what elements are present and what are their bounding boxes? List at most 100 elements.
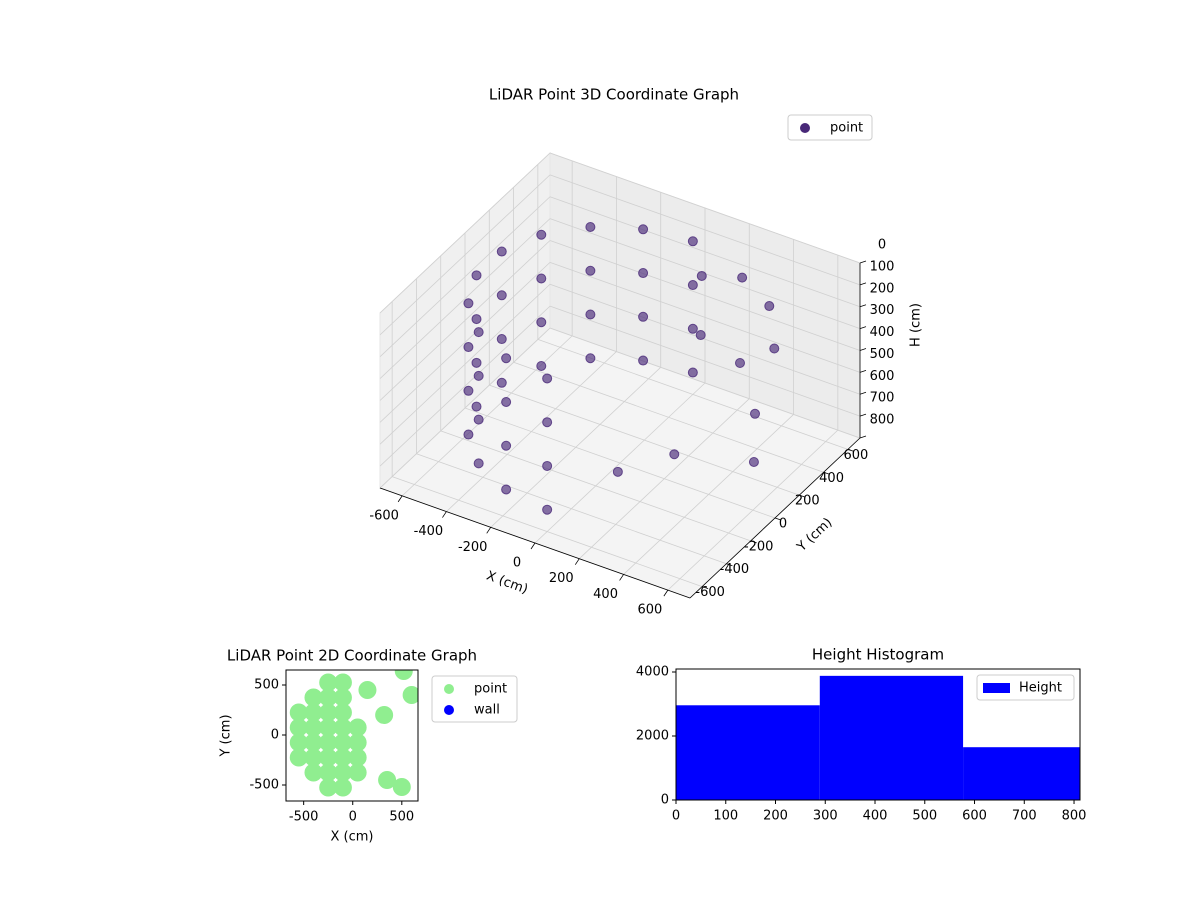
point bbox=[687, 280, 698, 291]
z-tick-label: 700 bbox=[870, 391, 895, 406]
legend-box bbox=[787, 114, 873, 141]
point bbox=[348, 733, 367, 752]
point bbox=[463, 298, 474, 309]
tick-mark bbox=[859, 348, 867, 351]
point bbox=[585, 221, 596, 232]
legend-label: point bbox=[474, 682, 507, 697]
x-tick-label: -200 bbox=[458, 540, 488, 555]
legend-marker bbox=[444, 705, 454, 715]
point bbox=[496, 334, 507, 345]
bar bbox=[819, 675, 964, 800]
legend-label: wall bbox=[474, 703, 500, 718]
z-tick-label: 0 bbox=[878, 238, 886, 253]
z-tick-label: 500 bbox=[870, 347, 895, 362]
y-tick-label: -600 bbox=[695, 585, 725, 600]
z-axis-label: H (cm) bbox=[909, 303, 924, 347]
point bbox=[496, 246, 507, 257]
point bbox=[304, 763, 323, 782]
point bbox=[542, 460, 553, 471]
point bbox=[348, 763, 367, 782]
point bbox=[735, 358, 745, 368]
tick-mark bbox=[859, 391, 867, 395]
grid-line bbox=[379, 152, 551, 314]
point bbox=[319, 718, 338, 737]
legend-label: Height bbox=[1019, 681, 1062, 696]
x-tick-label: 0 bbox=[672, 809, 680, 824]
point bbox=[536, 273, 547, 284]
grid-line bbox=[416, 453, 727, 565]
point bbox=[471, 314, 482, 325]
x-tick-label: 300 bbox=[813, 809, 838, 824]
point bbox=[501, 396, 512, 407]
z-tick-label: 400 bbox=[870, 325, 895, 340]
y-tick-label: 4000 bbox=[636, 665, 669, 680]
x-tick-label: -500 bbox=[289, 810, 319, 825]
tick-mark bbox=[397, 495, 403, 503]
point bbox=[696, 270, 707, 281]
point bbox=[473, 327, 484, 338]
tick-mark bbox=[799, 494, 806, 498]
point bbox=[536, 360, 547, 371]
point bbox=[304, 703, 323, 722]
point bbox=[496, 377, 507, 388]
point bbox=[687, 236, 698, 247]
point bbox=[289, 748, 308, 767]
point bbox=[289, 733, 308, 752]
point bbox=[333, 673, 352, 692]
point bbox=[473, 458, 484, 469]
x-tick-label: -600 bbox=[369, 508, 399, 523]
z-tick-label: 100 bbox=[870, 259, 895, 274]
tick-mark bbox=[663, 589, 669, 597]
tick-mark bbox=[530, 542, 536, 550]
tick-mark bbox=[750, 540, 757, 544]
x-tick-label: 600 bbox=[962, 809, 987, 824]
point bbox=[319, 748, 338, 767]
x-tick-label: 200 bbox=[549, 571, 574, 586]
grid-line bbox=[549, 327, 861, 439]
point bbox=[536, 229, 547, 240]
point bbox=[319, 688, 338, 707]
x-tick-label: -400 bbox=[414, 524, 444, 539]
plot-frame bbox=[675, 668, 1081, 801]
point bbox=[695, 330, 706, 341]
point bbox=[585, 265, 596, 276]
grid-line bbox=[549, 240, 861, 351]
point bbox=[333, 763, 352, 782]
grid-line bbox=[549, 283, 861, 395]
x-tick-label: 500 bbox=[912, 809, 937, 824]
point bbox=[333, 688, 352, 707]
point bbox=[542, 373, 553, 384]
point bbox=[333, 778, 352, 797]
grid-line bbox=[392, 476, 703, 587]
grid-line bbox=[549, 305, 861, 417]
y-tick-label: 0 bbox=[779, 517, 787, 532]
point bbox=[463, 385, 474, 396]
bar bbox=[676, 705, 820, 800]
point bbox=[319, 703, 338, 722]
tick-mark bbox=[859, 260, 867, 264]
point bbox=[402, 686, 418, 704]
x-tick-label: 0 bbox=[513, 556, 521, 571]
point bbox=[764, 301, 775, 312]
bar bbox=[963, 747, 1080, 800]
point bbox=[304, 688, 323, 707]
legend-marker bbox=[983, 683, 1010, 693]
point bbox=[748, 456, 759, 467]
tick-mark bbox=[859, 435, 867, 439]
point bbox=[392, 778, 411, 796]
point bbox=[375, 706, 394, 724]
tick-mark bbox=[619, 574, 624, 581]
tick-mark bbox=[823, 471, 830, 475]
point bbox=[471, 270, 482, 281]
x-tick-label: 600 bbox=[637, 603, 662, 618]
legend-marker bbox=[800, 123, 810, 133]
y-tick-label: 200 bbox=[795, 494, 820, 509]
x-tick-label: 500 bbox=[389, 810, 414, 825]
x-axis-label: X (cm) bbox=[331, 830, 374, 845]
point bbox=[304, 733, 323, 752]
point bbox=[542, 504, 553, 515]
point bbox=[348, 718, 367, 737]
point bbox=[687, 323, 698, 334]
x-tick-label: 400 bbox=[593, 587, 618, 602]
